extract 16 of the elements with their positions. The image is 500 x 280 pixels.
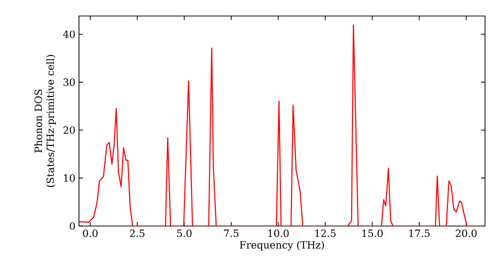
x-tick-label: 20.0	[456, 230, 477, 238]
x-tick-label: 7.5	[224, 230, 238, 237]
x-tick-label: 15.0	[362, 230, 383, 238]
y-tick-label: 40	[63, 30, 75, 38]
y-tick-label: 30	[64, 78, 75, 86]
x-tick-label: 5.0	[177, 230, 192, 238]
x-tick-label: 0.0	[83, 230, 98, 238]
x-tick-label: 17.5	[409, 230, 430, 238]
y-tick-label: 10	[64, 174, 75, 182]
y-tick-label: 0	[70, 222, 75, 230]
y-tick-label: 20	[63, 126, 75, 134]
x-axis-title: Frequency (THz)	[240, 240, 324, 251]
x-tick-label: 10.0	[268, 230, 289, 238]
x-tick-label: 12.5	[315, 230, 336, 238]
y-axis-title: Phonon DOS (States/THz·primitive cell)	[34, 55, 56, 187]
x-tick-label: 2.5	[130, 230, 144, 238]
